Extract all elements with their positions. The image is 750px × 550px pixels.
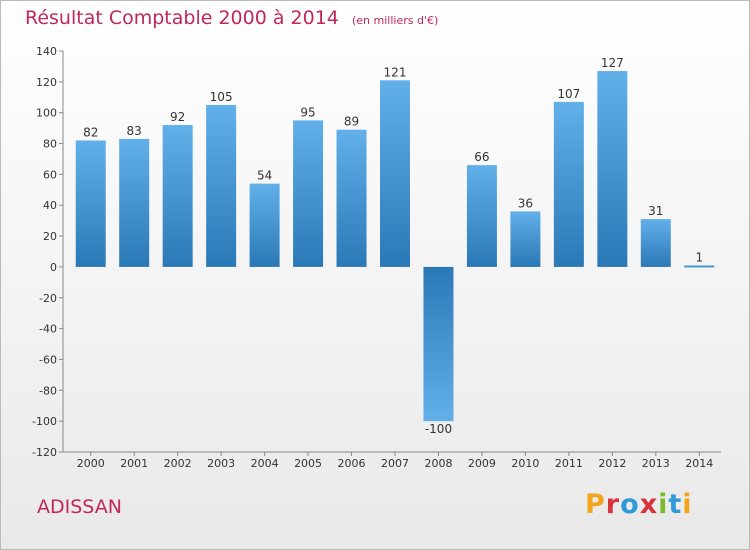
x-tick-label: 2008 [424, 457, 452, 470]
bar-2001 [119, 138, 150, 267]
x-tick-label: 2004 [251, 457, 279, 470]
chart-title: Résultat Comptable 2000 à 2014 (en milli… [25, 7, 438, 29]
bar-2010 [510, 211, 541, 267]
x-tick-label: 2011 [555, 457, 583, 470]
data-label: 36 [518, 196, 533, 210]
x-tick-label: 2001 [120, 457, 148, 470]
x-tick-label: 2005 [294, 457, 322, 470]
data-labels: 82 83 92 105 54 95 89 121 -100 66 36 107 127 31 1 [83, 56, 703, 436]
bar-2013 [640, 219, 671, 267]
y-tick-label: -120 [32, 446, 57, 459]
x-tick-label: 2009 [468, 457, 496, 470]
bars [75, 71, 715, 422]
data-label: 66 [474, 150, 489, 164]
bar-2008 [423, 266, 454, 422]
x-tick-label: 2002 [164, 457, 192, 470]
bar-2004 [249, 183, 280, 267]
y-tick-label: -20 [39, 292, 57, 305]
data-label: 31 [648, 204, 663, 218]
y-tick-label: 80 [43, 138, 57, 151]
data-label: 54 [257, 169, 272, 183]
data-label: 121 [384, 65, 407, 79]
y-tick-label: 60 [43, 168, 57, 181]
data-label: 105 [210, 90, 233, 104]
bar-2006 [336, 129, 367, 267]
proxiti-logo[interactable]: Proxiti [585, 489, 693, 520]
y-tick-label: -80 [39, 384, 57, 397]
bar-2007 [380, 80, 410, 267]
y-tick-label: 20 [43, 230, 57, 243]
y-tick-label: 0 [50, 261, 57, 274]
bar-2002 [162, 125, 193, 267]
axes: 140 120 100 80 60 40 20 0 -20 -40 -60 -80 -100 -120 20… [32, 45, 721, 470]
data-label: 95 [300, 105, 315, 119]
x-tick-label: 2010 [511, 457, 539, 470]
y-tick-label: 40 [43, 199, 57, 212]
data-label: 83 [127, 124, 142, 138]
bar-2012 [597, 71, 628, 267]
data-label: 107 [557, 87, 580, 101]
x-tick-label: 2000 [77, 457, 105, 470]
bar-2005 [293, 120, 324, 267]
data-label: 82 [83, 125, 98, 139]
y-tick-label: -40 [39, 323, 57, 336]
bar-2014 [684, 265, 715, 268]
y-tick-label: 100 [36, 107, 57, 120]
x-tick-label: 2013 [642, 457, 670, 470]
y-tick-label: 120 [36, 76, 57, 89]
y-tick-label: -60 [39, 353, 57, 366]
x-tick-label: 2014 [685, 457, 713, 470]
x-tick-label: 2007 [381, 457, 409, 470]
data-label: -100 [425, 422, 452, 436]
subtitle-text: (en milliers d'€) [351, 14, 439, 27]
bar-2009 [466, 165, 497, 267]
data-label: 89 [344, 115, 359, 129]
bar-2000 [75, 140, 106, 267]
bar-2003 [206, 104, 237, 267]
x-tick-label: 2012 [598, 457, 626, 470]
data-label: 92 [170, 110, 185, 124]
data-label: 127 [601, 56, 624, 70]
commune-name: ADISSAN [37, 496, 122, 518]
x-tick-label: 2006 [338, 457, 366, 470]
bar-2011 [553, 101, 584, 267]
y-tick-label: -100 [32, 415, 57, 428]
x-tick-label: 2003 [207, 457, 235, 470]
y-tick-label: 140 [36, 45, 57, 58]
title-text: Résultat Comptable 2000 à 2014 [25, 7, 339, 29]
data-label: 1 [695, 250, 703, 264]
